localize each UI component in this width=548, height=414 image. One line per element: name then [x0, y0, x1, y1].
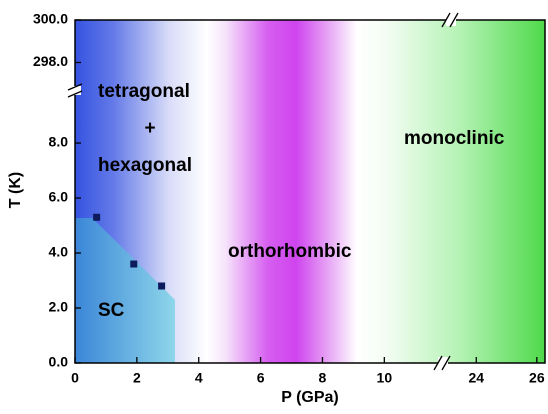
data-point	[93, 213, 101, 221]
x-tick-label: 0	[71, 370, 79, 386]
x-tick-label: 4	[195, 370, 203, 386]
x-tick-label: 10	[377, 370, 393, 386]
axis-break	[441, 12, 459, 28]
y-tick-label: 6.0	[49, 189, 69, 205]
sc-region	[75, 218, 175, 363]
data-point	[130, 260, 138, 268]
y-axis-label: T (K)	[7, 172, 24, 208]
x-tick-label: 2	[133, 370, 141, 386]
y-tick-label: 2.0	[49, 299, 69, 315]
axis-break	[446, 14, 456, 26]
x-axis-label: P (GPa)	[281, 389, 339, 406]
y-tick-label: 298.0	[33, 53, 68, 69]
annotation: +	[144, 118, 155, 139]
axis-break	[67, 83, 83, 98]
y-tick-label: 4.0	[49, 244, 69, 260]
x-tick-label: 24	[468, 370, 484, 386]
annotation: SC	[98, 300, 125, 321]
plot-frame	[74, 19, 546, 364]
annotation: monoclinic	[404, 128, 505, 149]
y-tick-label: 8.0	[49, 134, 69, 150]
annotation: tetragonal	[98, 81, 190, 102]
y-tick-label: 300.0	[33, 11, 68, 27]
x-tick-label: 8	[319, 370, 327, 386]
axis-break	[438, 357, 448, 369]
annotation: orthorhombic	[228, 241, 352, 262]
axis-break	[433, 355, 451, 371]
x-tick-label: 26	[529, 370, 545, 386]
y-tick-label: 0.0	[49, 354, 69, 370]
axis-break	[69, 86, 81, 95]
annotation: hexagonal	[98, 155, 192, 176]
x-tick-label: 6	[257, 370, 265, 386]
data-point	[158, 282, 166, 290]
